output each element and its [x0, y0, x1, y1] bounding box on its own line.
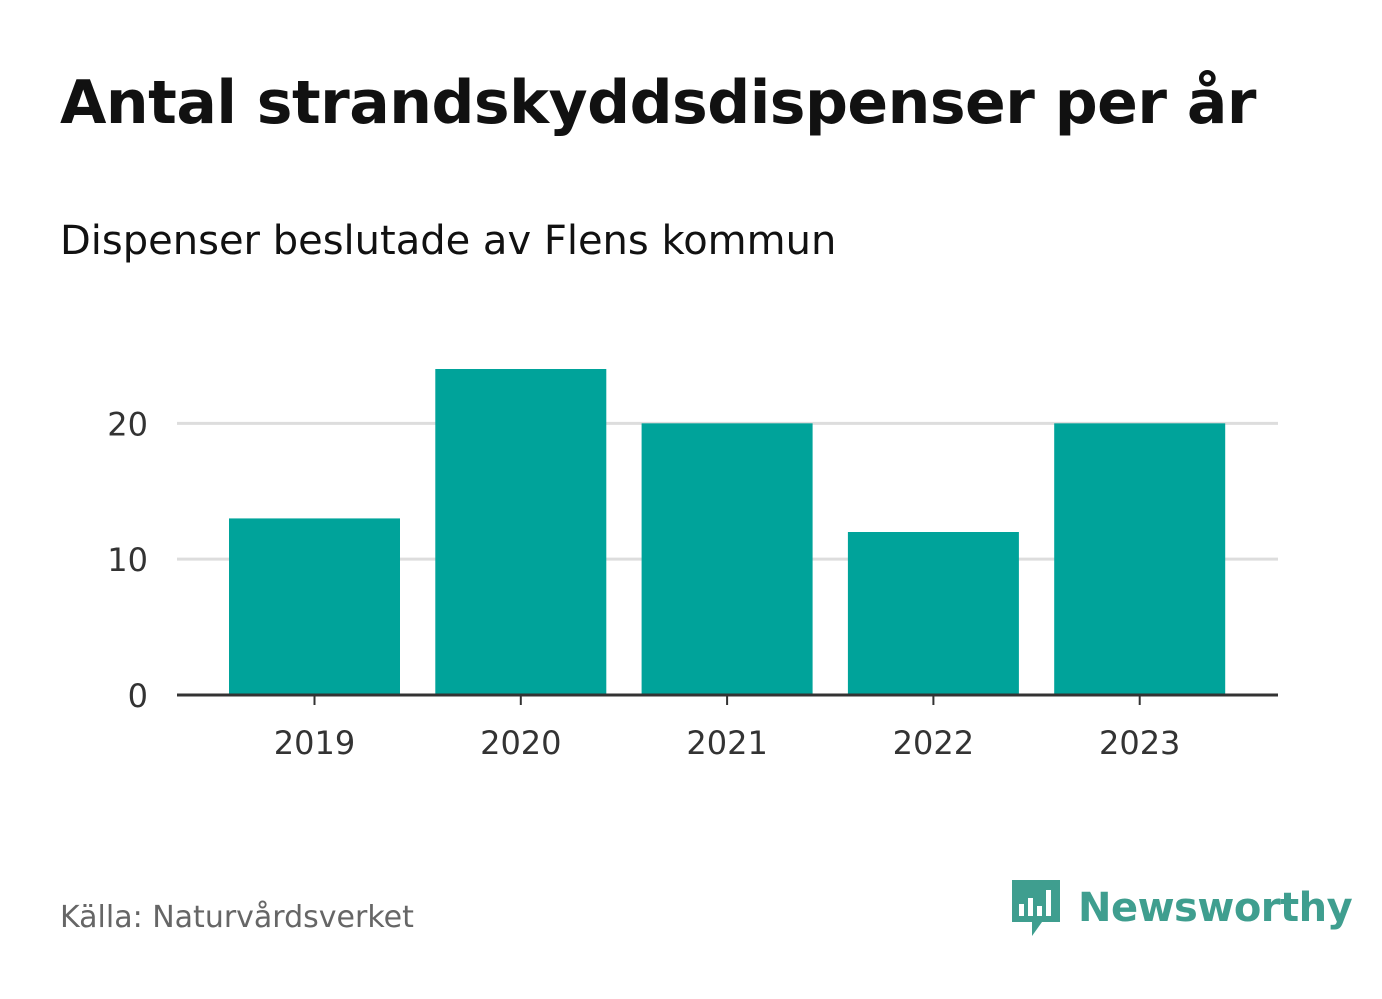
- chart-title: Antal strandskyddsdispenser per år: [60, 68, 1256, 138]
- bar: [1054, 423, 1226, 695]
- brand-logo: Newsworthy: [1010, 878, 1353, 938]
- bar: [435, 369, 607, 695]
- x-tick-label: 2019: [274, 724, 355, 762]
- bar: [641, 423, 813, 695]
- x-tick-label: 2022: [893, 724, 974, 762]
- newsworthy-logo-icon: [1012, 880, 1060, 936]
- chart-subtitle: Dispenser beslutade av Flens kommun: [60, 218, 837, 264]
- y-tick-label: 20: [107, 405, 148, 443]
- brand-name: Newsworthy: [1078, 885, 1353, 931]
- x-tick-label: 2021: [686, 724, 767, 762]
- bar: [847, 532, 1019, 695]
- y-tick-label: 10: [107, 541, 148, 579]
- source-note: Källa: Naturvårdsverket: [60, 900, 414, 935]
- y-tick-label: 0: [128, 677, 148, 715]
- x-tick-label: 2020: [480, 724, 561, 762]
- bar: [229, 518, 400, 695]
- x-tick-label: 2023: [1099, 724, 1180, 762]
